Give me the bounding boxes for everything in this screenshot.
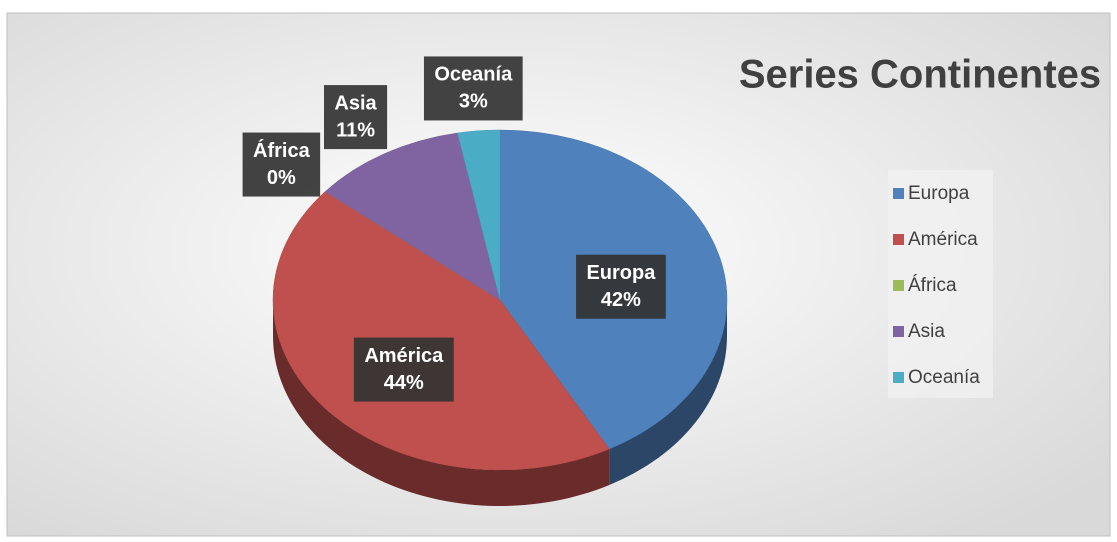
data-label-value: 0%: [267, 167, 296, 189]
data-label-box: [353, 337, 454, 402]
legend-label: Asia: [908, 321, 945, 342]
data-label-box: [423, 56, 523, 121]
data-label-box: [576, 254, 666, 319]
pie-slice: [324, 132, 501, 301]
chart-title: Series Continentes: [739, 53, 1101, 97]
pie-side: [273, 300, 610, 506]
legend-swatch: [893, 280, 904, 291]
legend-swatch: [893, 326, 904, 337]
legend-swatch: [893, 234, 904, 245]
legend-label: Oceanía: [908, 367, 980, 388]
legend-swatch: [893, 372, 904, 383]
data-label-box: [323, 85, 388, 150]
data-label-name: Europa: [586, 262, 656, 284]
legend-box: [888, 170, 993, 398]
data-label-value: 3%: [459, 91, 488, 113]
legend-label: Europa: [908, 183, 970, 204]
legend-label: África: [908, 275, 957, 296]
data-label-name: América: [364, 345, 444, 367]
pie-side: [609, 300, 727, 485]
data-label-name: Asia: [334, 92, 377, 114]
data-label-name: África: [253, 139, 311, 162]
data-label-value: 44%: [384, 372, 424, 394]
data-label-value: 42%: [601, 289, 641, 311]
data-label-name: Oceanía: [434, 64, 513, 86]
pie-slice: [457, 129, 501, 301]
data-label-value: 11%: [336, 119, 375, 141]
legend-swatch: [893, 188, 904, 199]
data-label-box: [242, 132, 321, 197]
legend-label: América: [908, 229, 978, 250]
